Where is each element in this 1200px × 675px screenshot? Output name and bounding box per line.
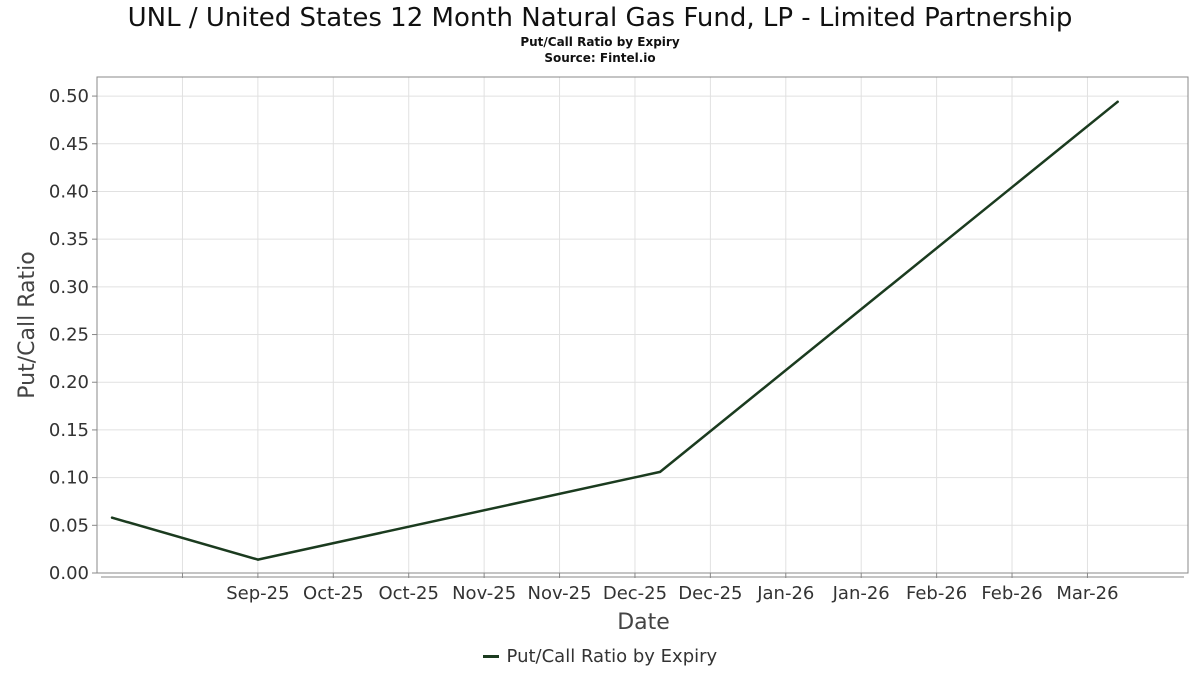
data-point (658, 470, 662, 474)
x-tick-label: Oct-25 (378, 583, 439, 604)
x-tick-label: Jan-26 (756, 583, 814, 604)
x-tick-label: Jan-26 (832, 583, 890, 604)
y-tick-label: 0.40 (49, 181, 89, 202)
y-axis-title: Put/Call Ratio (15, 251, 40, 398)
y-tick-label: 0.50 (49, 86, 89, 107)
x-tick-label: Feb-26 (981, 583, 1042, 604)
chart-title: UNL / United States 12 Month Natural Gas… (127, 3, 1073, 33)
y-tick-label: 0.05 (49, 515, 89, 536)
y-tick-label: 0.15 (49, 420, 89, 441)
x-tick-label: Feb-26 (906, 583, 967, 604)
legend-swatch (482, 654, 499, 658)
x-tick-label: Nov-25 (452, 583, 516, 604)
x-tick-label: Mar-26 (1056, 583, 1118, 604)
legend: Put/Call Ratio by Expiry (0, 646, 1200, 667)
data-point (256, 558, 260, 561)
legend-label: Put/Call Ratio by Expiry (506, 646, 718, 667)
x-tick-label: Oct-25 (303, 583, 364, 604)
plot-frame (96, 76, 1189, 574)
data-point (1116, 100, 1119, 104)
chart-subtitle: Put/Call Ratio by Expiry (520, 35, 680, 49)
y-tick-label: 0.20 (49, 372, 89, 393)
plot-area (97, 77, 1188, 573)
y-tick-label: 0.35 (49, 229, 89, 250)
y-tick-label: 0.00 (49, 563, 89, 584)
chart-source: Source: Fintel.io (544, 51, 656, 65)
y-tick-label: 0.30 (49, 277, 89, 298)
y-tick-label: 0.25 (49, 325, 89, 346)
x-tick-label: Nov-25 (528, 583, 592, 604)
x-tick-label: Dec-25 (678, 583, 742, 604)
x-tick-label: Sep-25 (226, 583, 289, 604)
series-line (110, 100, 1119, 561)
data-point (110, 516, 114, 519)
x-tick-label: Dec-25 (603, 583, 667, 604)
y-tick-label: 0.45 (49, 134, 89, 155)
x-axis-title: Date (617, 610, 670, 635)
y-tick-label: 0.10 (49, 468, 89, 489)
